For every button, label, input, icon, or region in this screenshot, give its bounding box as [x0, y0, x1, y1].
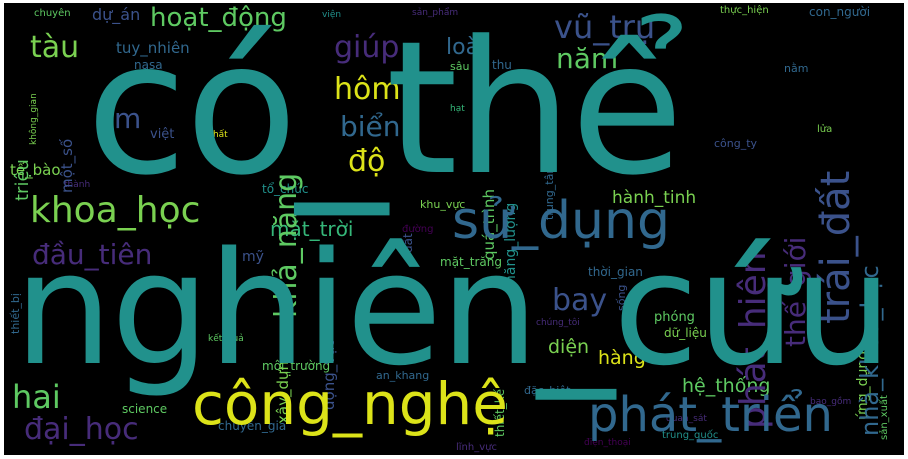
- word-vu-tru: vũ_trụ: [554, 8, 656, 46]
- word-science: science: [122, 402, 168, 416]
- word-khu-vuc: khu_vực: [420, 198, 466, 211]
- word-mot-so: một_số: [58, 138, 76, 193]
- word-an-khang: an_khang: [376, 369, 430, 382]
- word-san-pham: sản_phẩm: [412, 8, 459, 18]
- word-quan-sat: quan_sát: [666, 414, 707, 424]
- word-co-the: có_thể: [86, 3, 684, 216]
- word-do: độ: [348, 144, 386, 179]
- word-chat: chất: [208, 130, 228, 140]
- word-dau-tien: đầu_tiên: [32, 238, 153, 271]
- word-thu: thu: [492, 58, 512, 72]
- word-ket-qua: kết_quả: [208, 334, 244, 344]
- word-chuyen-gia: chuyên_gia: [218, 419, 287, 433]
- word-khoa-hoc: khoa_học: [30, 190, 201, 231]
- word-mat-trang: mặt_trăng: [440, 255, 502, 269]
- word-chuyen: chuyên: [34, 8, 71, 19]
- word-bien: biển: [340, 110, 401, 143]
- word-thoi-gian: thời_gian: [588, 265, 643, 279]
- word-bay: bay: [552, 283, 608, 318]
- word-giup: giúp: [334, 30, 400, 65]
- word-khong-gian: không_gian: [29, 93, 39, 145]
- word-nghien-cuu: nghiên_cứu: [14, 218, 892, 400]
- word-nasa: nasa: [134, 58, 163, 72]
- word-dien: diện: [548, 336, 590, 358]
- word-linh-vuc: lĩnh_vực: [456, 442, 497, 453]
- word-hai: hai: [12, 378, 61, 416]
- word-hang: hàng: [598, 347, 646, 369]
- word-hat: hạt: [450, 104, 465, 114]
- word-bao-gom: bao_gồm: [810, 397, 852, 407]
- word-phong: phóng: [654, 310, 695, 325]
- word-thanh: thành: [64, 180, 91, 190]
- word-viet: việt: [150, 127, 175, 142]
- word-to-chuc: tổ_chức: [262, 182, 309, 196]
- word-mat-troi: mặt_trời: [270, 217, 354, 241]
- word-cong-ty: công_ty: [714, 137, 758, 150]
- word-hoat-dong: hoạt_động: [150, 3, 287, 33]
- word-du-an: dự_án: [92, 5, 141, 24]
- word-du-lieu: dữ_liệu: [664, 326, 707, 340]
- word-cloud-canvas: chuyên dự_án viện sản_phẩm thực_hiện con…: [4, 3, 904, 455]
- word-hom: hôm: [334, 72, 401, 107]
- word-vien: viện: [322, 10, 342, 20]
- word-phat-trien: phát_triển: [588, 387, 833, 443]
- word-te-bao: tế_bào: [10, 161, 61, 179]
- word-tau: tàu: [30, 30, 80, 65]
- word-he-thong: hệ_thống: [682, 375, 771, 397]
- word-lua: lửa: [817, 124, 833, 135]
- word-con-nguoi: con_người: [809, 5, 871, 19]
- word-trung-quoc: trung_quốc: [662, 430, 719, 441]
- word-dai-hoc: đại_học: [24, 412, 139, 447]
- word-m: m: [114, 102, 142, 135]
- word-nam: năm: [556, 42, 619, 75]
- word-dien-thoai: điện_thoại: [584, 438, 631, 448]
- word-thuc-hien: thực_hiện: [720, 5, 769, 16]
- word-sau: sâu: [450, 60, 470, 73]
- word-moi-truong: môi_trường: [262, 359, 331, 373]
- word-my: mỹ: [242, 249, 264, 265]
- word-su-dung: sử_dụng: [452, 191, 670, 251]
- word-dac-biet: đặc_biệt: [524, 384, 571, 397]
- word-tuy-nhien: tuy_nhiên: [116, 39, 190, 57]
- word-loai: loài: [446, 35, 486, 60]
- word-duong: đường: [402, 224, 434, 235]
- word-nam2: nằm: [784, 62, 809, 75]
- word-chung-toi: chúng_tôi: [536, 318, 580, 328]
- word-cong-nghe: công_nghệ: [192, 370, 508, 438]
- word-hanh-tinh: hành_tinh: [612, 188, 697, 208]
